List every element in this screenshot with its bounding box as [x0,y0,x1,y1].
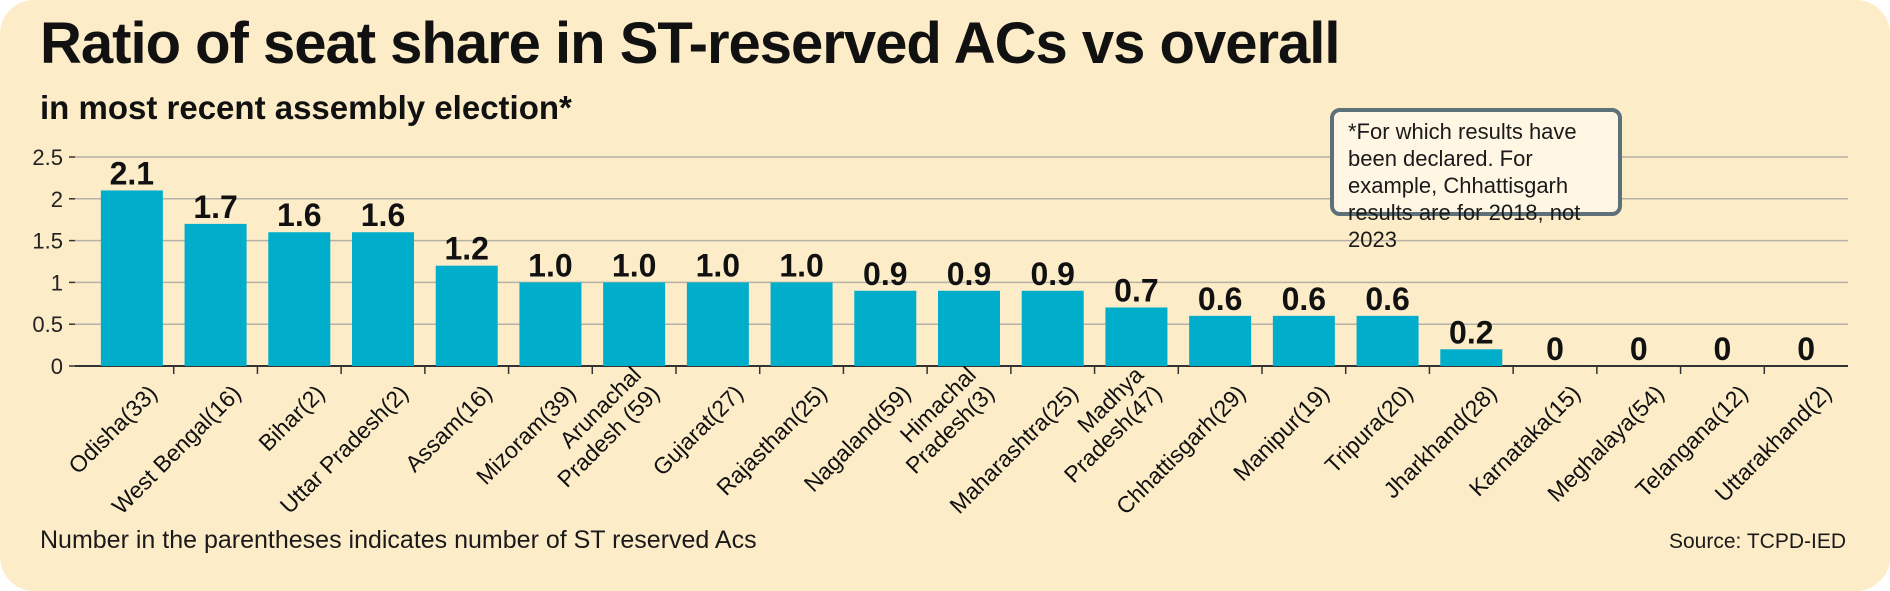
bar-value-label: 0.9 [863,256,907,292]
bar-value-label: 0 [1546,331,1564,367]
bar [1440,349,1503,366]
bar [1356,315,1419,366]
bar-value-label: 0 [1714,331,1732,367]
bar-value-label: 0.6 [1282,281,1326,317]
bar [603,282,666,366]
bar-value-label: 1.2 [444,231,488,267]
bar [938,290,1000,366]
y-tick-label: 1 [51,270,63,295]
bar [435,265,498,366]
bar [519,282,582,366]
bar-value-label: 1.0 [696,247,740,283]
x-tick-label: HimachalPradesh(3) [882,361,999,478]
x-tick-label: ArunachalPradesh (59) [534,361,665,492]
bar-value-label: 0.7 [1114,272,1158,308]
bar-value-label: 1.6 [361,197,405,233]
bar [352,232,414,366]
x-tick-label: Bihar(2) [253,380,329,456]
bar-value-label: 1.0 [612,247,656,283]
bar [1021,290,1084,366]
source-credit: Source: TCPD-IED [1669,530,1846,553]
bar-value-label: 0 [1797,331,1815,367]
chart-subtitle: in most recent assembly election* [40,89,572,126]
bar-value-label: 0.6 [1198,281,1242,317]
bar [184,223,247,366]
bar [1189,315,1252,366]
y-tick-label: 2 [51,187,63,212]
bar [1105,307,1168,366]
bar-value-label: 0.9 [947,256,991,292]
bar-value-label: 1.0 [528,247,572,283]
bar [268,232,331,366]
footnote: Number in the parentheses indicates numb… [40,526,757,554]
y-tick-label: 1.5 [32,229,63,254]
y-tick-label: 2.5 [32,145,63,170]
chart-title: Ratio of seat share in ST-reserved ACs v… [40,11,1341,76]
bar [686,282,749,366]
bar-value-label: 1.7 [193,189,237,225]
bar-value-label: 0.6 [1365,281,1409,317]
bar [100,190,163,366]
y-tick-label: 0 [51,354,63,379]
bar [854,290,917,366]
bar-value-label: 0.2 [1449,314,1493,350]
bar [770,282,833,366]
y-tick-label: 0.5 [32,312,63,337]
bar-value-label: 0 [1630,331,1648,367]
note-box: *For which results have been declared. F… [1330,108,1622,252]
bar-value-label: 1.0 [779,247,823,283]
bar-value-label: 1.6 [277,197,321,233]
bar-value-label: 2.1 [110,155,154,191]
bar-value-label: 0.9 [1030,256,1074,292]
bar [1272,315,1335,366]
